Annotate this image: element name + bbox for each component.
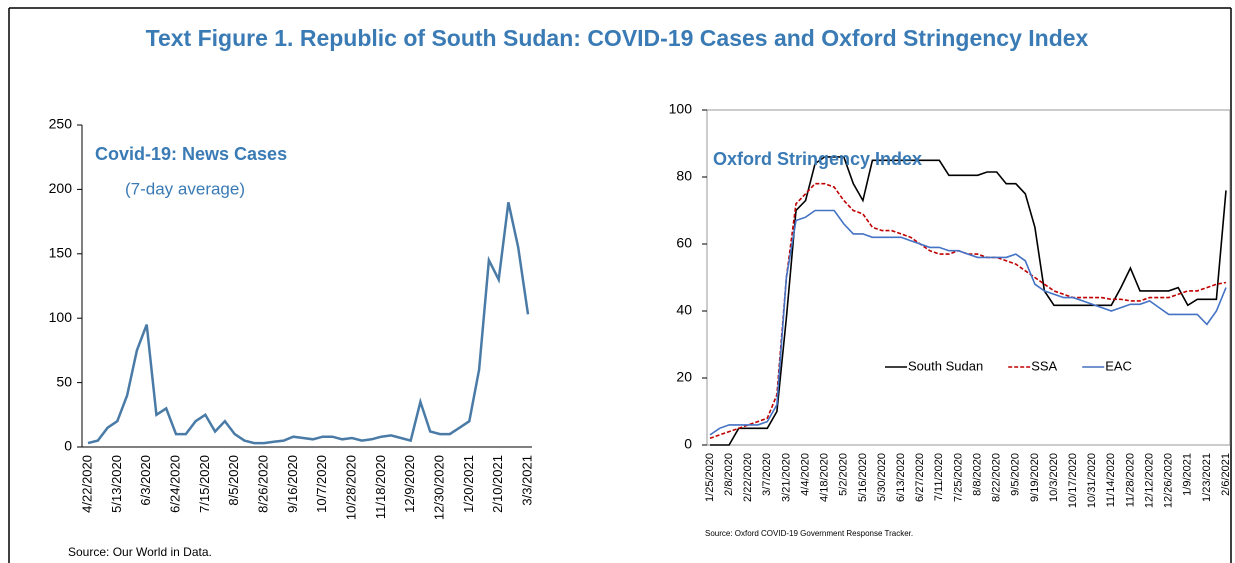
x-tick-label: 9/16/2020 — [285, 455, 300, 513]
x-tick-label: 1/9/2021 — [1182, 453, 1194, 496]
x-tick-label: 8/26/2020 — [255, 455, 270, 513]
legend-label: South Sudan — [908, 358, 983, 373]
x-tick-label: 6/13/2020 — [895, 453, 907, 502]
source-note: Source: Oxford COVID-19 Government Respo… — [705, 529, 913, 538]
x-tick-label: 9/5/2020 — [1010, 453, 1022, 496]
x-tick-label: 5/30/2020 — [876, 453, 888, 502]
x-tick-label: 10/7/2020 — [314, 455, 329, 513]
chart-title: Covid-19: News Cases — [95, 144, 287, 164]
x-tick-label: 10/3/2020 — [1048, 453, 1060, 502]
x-tick-label: 4/4/2020 — [799, 453, 811, 496]
x-tick-label: 12/26/2020 — [1163, 453, 1175, 508]
x-tick-label: 12/30/2020 — [431, 455, 446, 520]
legend-label: SSA — [1031, 358, 1057, 373]
line-series — [710, 156, 1227, 446]
x-tick-label: 11/14/2020 — [1105, 453, 1117, 507]
x-tick-label: 2/6/2021 — [1220, 453, 1232, 496]
legend-label: EAC — [1105, 358, 1132, 373]
x-tick-label: 6/24/2020 — [167, 455, 182, 513]
y-tick-label: 200 — [49, 180, 73, 196]
x-tick-label: 10/31/2020 — [1086, 453, 1098, 508]
x-tick-label: 1/23/2021 — [1201, 453, 1213, 502]
x-tick-label: 11/28/2020 — [1124, 453, 1136, 507]
x-tick-label: 11/18/2020 — [373, 455, 388, 519]
x-tick-label: 1/20/2021 — [461, 455, 476, 513]
x-tick-label: 6/27/2020 — [914, 453, 926, 502]
x-tick-label: 10/28/2020 — [343, 455, 358, 520]
source-note: Source: Our World in Data. — [68, 545, 212, 559]
x-tick-label: 1/25/2020 — [704, 453, 716, 502]
x-tick-label: 2/10/2021 — [490, 455, 505, 513]
y-tick-label: 150 — [49, 245, 73, 261]
line-series — [709, 182, 1227, 440]
y-tick-label: 100 — [669, 101, 693, 117]
x-tick-label: 2/8/2020 — [723, 453, 735, 496]
x-tick-label: 8/22/2020 — [991, 453, 1003, 502]
figure-title: Text Figure 1. Republic of South Sudan: … — [146, 25, 1089, 51]
y-tick-label: 80 — [676, 168, 692, 184]
y-tick-label: 20 — [676, 369, 692, 385]
line-series — [87, 202, 530, 445]
y-tick-label: 50 — [56, 373, 72, 389]
x-tick-label: 5/13/2020 — [109, 455, 124, 513]
x-tick-label: 3/21/2020 — [780, 453, 792, 502]
y-tick-label: 0 — [684, 436, 692, 452]
y-tick-label: 60 — [676, 235, 692, 251]
x-tick-label: 8/5/2020 — [226, 455, 241, 506]
y-tick-label: 0 — [64, 438, 72, 454]
x-tick-label: 12/12/2020 — [1143, 453, 1155, 508]
x-tick-label: 8/8/2020 — [971, 453, 983, 496]
x-tick-label: 2/22/2020 — [742, 453, 754, 502]
x-tick-label: 4/18/2020 — [819, 453, 831, 502]
x-tick-label: 9/19/2020 — [1029, 453, 1041, 502]
chart-title: Oxford Stringency Index — [713, 149, 922, 169]
x-tick-label: 7/11/2020 — [933, 453, 945, 501]
x-tick-label: 10/17/2020 — [1067, 453, 1079, 508]
plot-frame — [706, 109, 1231, 446]
y-tick-label: 100 — [49, 309, 73, 325]
x-tick-label: 12/9/2020 — [402, 455, 417, 513]
x-tick-label: 4/22/2020 — [79, 455, 94, 513]
x-tick-label: 6/3/2020 — [138, 455, 153, 506]
y-tick-label: 250 — [49, 116, 73, 132]
x-tick-label: 7/25/2020 — [952, 453, 964, 502]
x-tick-label: 3/7/2020 — [761, 453, 773, 496]
x-tick-label: 5/16/2020 — [857, 453, 869, 502]
y-tick-label: 40 — [676, 302, 692, 318]
x-tick-label: 5/2/2020 — [838, 453, 850, 496]
x-tick-label: 3/3/2021 — [519, 455, 534, 506]
chart-subtitle: (7-day average) — [125, 179, 245, 198]
x-tick-label: 7/15/2020 — [197, 455, 212, 513]
line-series — [709, 209, 1227, 436]
